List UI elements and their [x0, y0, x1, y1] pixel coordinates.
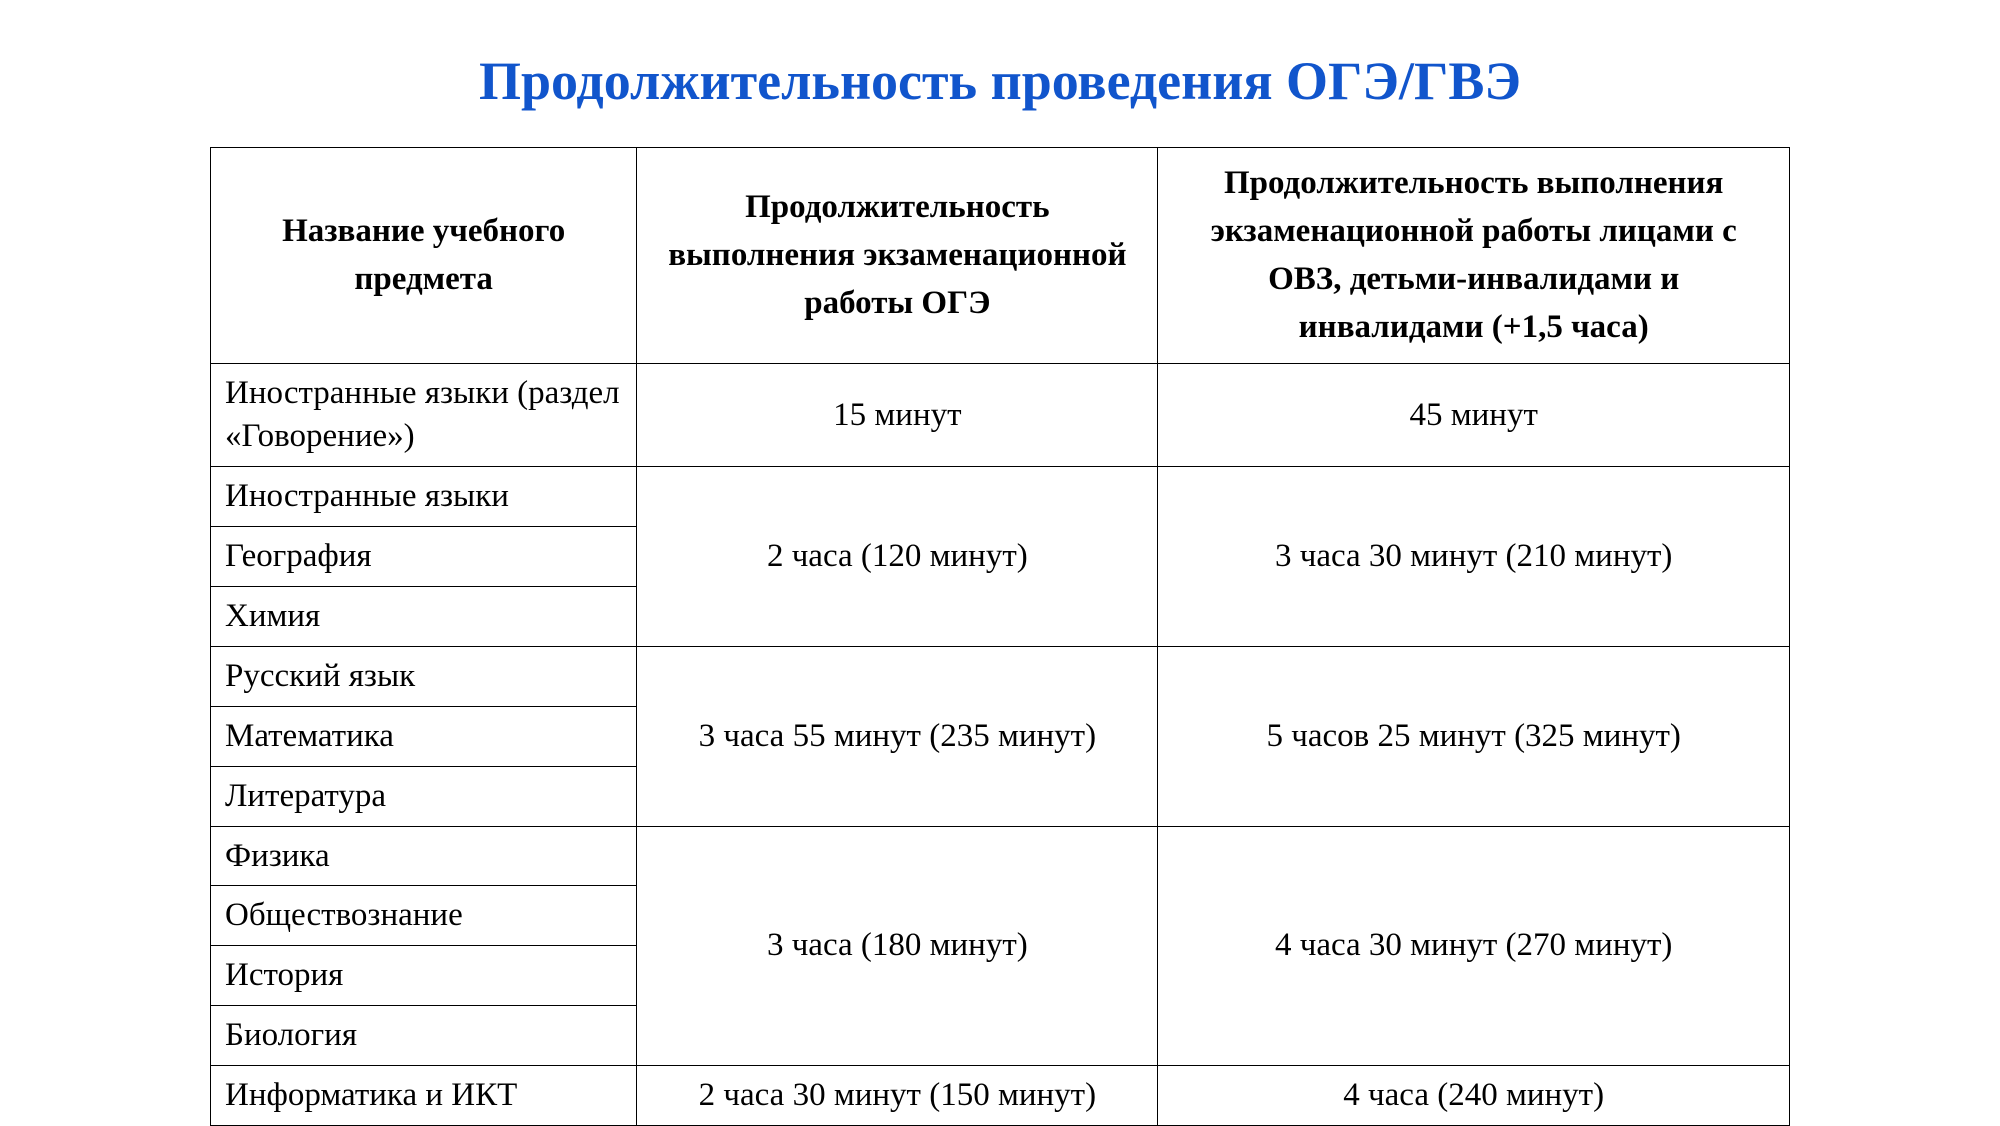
subject-cell: Химия	[211, 586, 637, 646]
extended-duration-cell: 45 минут	[1158, 364, 1790, 467]
subject-cell: Иностранные языки	[211, 467, 637, 527]
subject-cell: Информатика и ИКТ	[211, 1066, 637, 1126]
normal-duration-cell: 15 минут	[637, 364, 1158, 467]
page-title: Продолжительность проведения ОГЭ/ГВЭ	[479, 50, 1521, 112]
subject-cell: География	[211, 527, 637, 587]
header-subject: Название учебного предмета	[211, 148, 637, 364]
table-row: Иностранные языки2 часа (120 минут)3 час…	[211, 467, 1790, 527]
table-row: Физика3 часа (180 минут)4 часа 30 минут …	[211, 826, 1790, 886]
table-row: Информатика и ИКТ2 часа 30 минут (150 ми…	[211, 1066, 1790, 1126]
subject-cell: История	[211, 946, 637, 1006]
duration-table-container: Название учебного предмета Продолжительн…	[210, 147, 1790, 1126]
subject-cell: Физика	[211, 826, 637, 886]
normal-duration-cell: 3 часа 55 минут (235 минут)	[637, 646, 1158, 826]
subject-cell: Литература	[211, 766, 637, 826]
normal-duration-cell: 2 часа 30 минут (150 минут)	[637, 1066, 1158, 1126]
normal-duration-cell: 2 часа (120 минут)	[637, 467, 1158, 647]
normal-duration-cell: 3 часа (180 минут)	[637, 826, 1158, 1066]
subject-cell: Обществознание	[211, 886, 637, 946]
extended-duration-cell: 4 часа (240 минут)	[1158, 1066, 1790, 1126]
extended-duration-cell: 3 часа 30 минут (210 минут)	[1158, 467, 1790, 647]
table-row: Иностранные языки (раздел «Говорение»)15…	[211, 364, 1790, 467]
subject-cell: Биология	[211, 1006, 637, 1066]
table-row: Русский язык3 часа 55 минут (235 минут)5…	[211, 646, 1790, 706]
duration-table: Название учебного предмета Продолжительн…	[210, 147, 1790, 1126]
subject-cell: Иностранные языки (раздел «Говорение»)	[211, 364, 637, 467]
header-normal: Продолжительность выполнения экзаменацио…	[637, 148, 1158, 364]
subject-cell: Русский язык	[211, 646, 637, 706]
table-header-row: Название учебного предмета Продолжительн…	[211, 148, 1790, 364]
table-body: Иностранные языки (раздел «Говорение»)15…	[211, 364, 1790, 1126]
extended-duration-cell: 4 часа 30 минут (270 минут)	[1158, 826, 1790, 1066]
extended-duration-cell: 5 часов 25 минут (325 минут)	[1158, 646, 1790, 826]
subject-cell: Математика	[211, 706, 637, 766]
header-extended: Продолжительность выполнения экзаменацио…	[1158, 148, 1790, 364]
